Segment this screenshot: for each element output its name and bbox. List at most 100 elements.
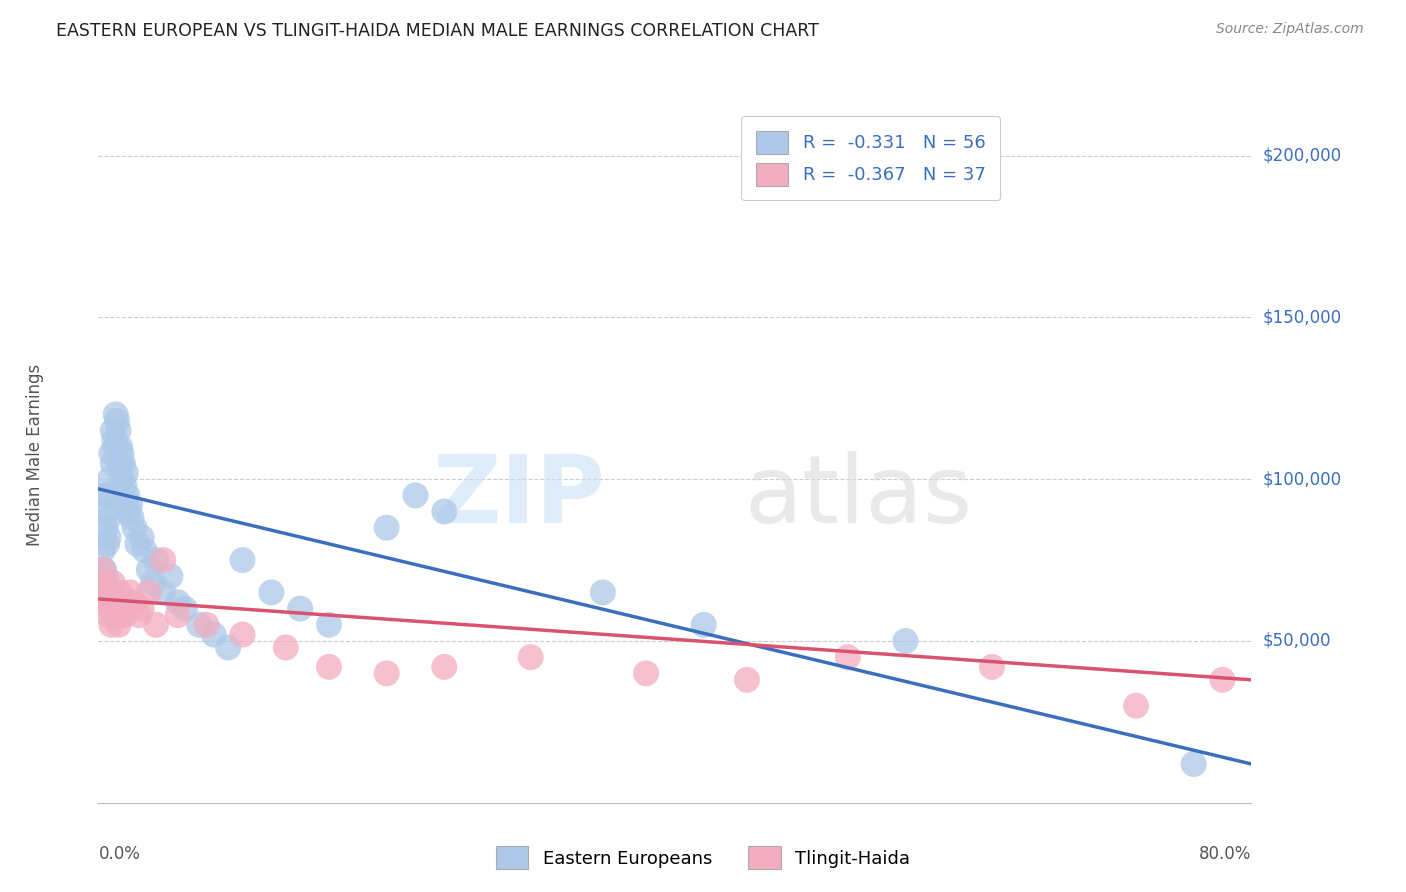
Point [152, 585, 174, 599]
Point [108, 440, 131, 454]
Point [93, 563, 115, 577]
Point [91, 563, 114, 577]
Point [94, 569, 117, 583]
Point [110, 595, 132, 609]
Point [202, 627, 225, 641]
Point [693, 617, 716, 632]
Point [96, 537, 118, 551]
Point [290, 601, 312, 615]
Text: $150,000: $150,000 [1263, 309, 1341, 326]
Point [159, 569, 181, 583]
Point [105, 414, 128, 428]
Point [124, 595, 146, 609]
Text: 80.0%: 80.0% [1199, 845, 1251, 863]
Point [375, 666, 398, 681]
Point [318, 617, 340, 632]
Point [103, 585, 125, 599]
Point [145, 617, 167, 632]
Point [97, 531, 120, 545]
Point [131, 531, 153, 545]
Point [124, 521, 146, 535]
Point [111, 456, 134, 470]
Point [152, 553, 174, 567]
Point [120, 498, 142, 512]
Text: ZIP: ZIP [433, 450, 606, 542]
Point [101, 424, 124, 438]
Point [375, 521, 398, 535]
Point [104, 440, 127, 454]
Point [837, 650, 859, 665]
Point [100, 446, 122, 460]
Point [94, 488, 117, 502]
Point [405, 488, 427, 502]
Point [981, 660, 1004, 674]
Point [94, 585, 117, 599]
Point [96, 504, 118, 518]
Point [117, 488, 138, 502]
Point [894, 634, 917, 648]
Point [231, 553, 254, 567]
Point [121, 511, 143, 525]
Point [103, 434, 125, 448]
Point [104, 408, 127, 422]
Point [101, 575, 124, 590]
Point [318, 660, 340, 674]
Point [93, 575, 115, 590]
Point [134, 543, 156, 558]
Point [166, 595, 188, 609]
Point [138, 563, 160, 577]
Point [98, 472, 121, 486]
Point [98, 601, 121, 615]
Point [138, 585, 160, 599]
Point [107, 617, 129, 632]
Text: EASTERN EUROPEAN VS TLINGIT-HAIDA MEDIAN MALE EARNINGS CORRELATION CHART: EASTERN EUROPEAN VS TLINGIT-HAIDA MEDIAN… [56, 22, 820, 40]
Point [174, 601, 197, 615]
Point [112, 478, 135, 492]
Point [105, 608, 128, 623]
Point [91, 543, 114, 558]
Point [636, 666, 658, 681]
Point [231, 627, 254, 641]
Point [188, 617, 211, 632]
Text: $50,000: $50,000 [1263, 632, 1331, 650]
Point [110, 472, 132, 486]
Point [1212, 673, 1234, 687]
Point [110, 446, 132, 460]
Point [98, 488, 121, 502]
Point [108, 585, 131, 599]
Point [166, 608, 188, 623]
Point [128, 608, 150, 623]
Text: Source: ZipAtlas.com: Source: ZipAtlas.com [1216, 22, 1364, 37]
Legend: Eastern Europeans, Tlingit-Haida: Eastern Europeans, Tlingit-Haida [486, 838, 920, 879]
Point [260, 585, 283, 599]
Point [96, 595, 118, 609]
Text: atlas: atlas [744, 450, 973, 542]
Point [217, 640, 239, 655]
Point [104, 601, 127, 615]
Point [93, 585, 115, 599]
Point [107, 424, 129, 438]
Point [592, 585, 614, 599]
Point [97, 511, 120, 525]
Point [101, 456, 124, 470]
Point [114, 466, 136, 480]
Point [735, 673, 758, 687]
Text: $200,000: $200,000 [1263, 146, 1341, 165]
Point [433, 660, 456, 674]
Point [142, 575, 165, 590]
Point [118, 504, 141, 518]
Point [100, 617, 122, 632]
Legend: R =  -0.331   N = 56, R =  -0.367   N = 37: R = -0.331 N = 56, R = -0.367 N = 37 [741, 116, 1000, 201]
Text: Median Male Earnings: Median Male Earnings [25, 364, 44, 546]
Point [195, 617, 218, 632]
Point [120, 585, 142, 599]
Point [94, 521, 117, 535]
Point [127, 537, 149, 551]
Point [1182, 756, 1205, 771]
Point [97, 608, 120, 623]
Point [112, 608, 135, 623]
Text: 0.0%: 0.0% [98, 845, 141, 863]
Point [433, 504, 456, 518]
Point [1125, 698, 1147, 713]
Point [108, 456, 131, 470]
